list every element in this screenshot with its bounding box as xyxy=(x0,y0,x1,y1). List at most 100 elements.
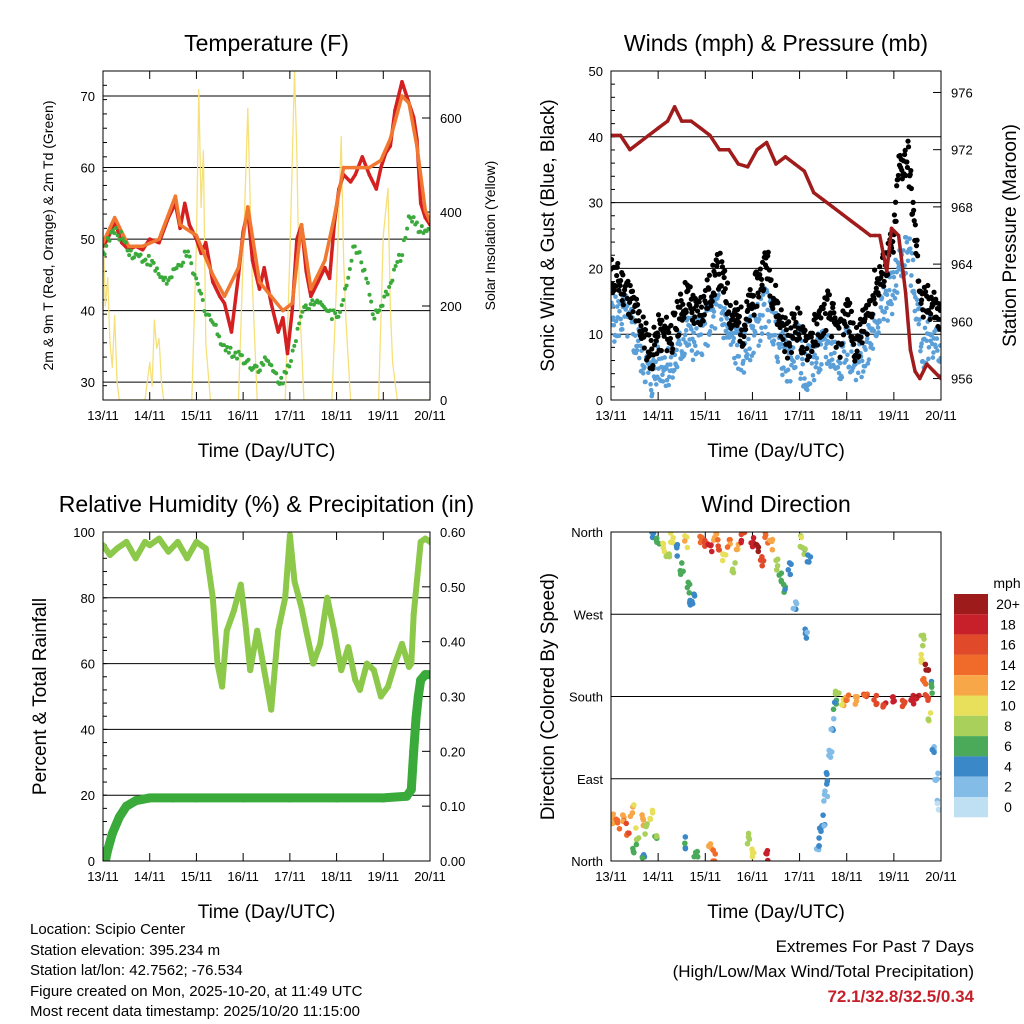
direction-point xyxy=(821,798,827,804)
x-tick-label: 14/11 xyxy=(642,869,674,884)
y2-tick-label: 964 xyxy=(951,257,973,272)
data-point xyxy=(127,253,132,258)
data-point xyxy=(756,343,761,348)
data-point xyxy=(676,332,682,338)
data-point xyxy=(672,105,677,109)
data-point xyxy=(846,364,852,370)
data-point xyxy=(691,339,697,345)
legend-label: 20+ xyxy=(996,596,1020,612)
x-tick-label: 20/11 xyxy=(925,408,957,423)
data-point xyxy=(236,265,241,270)
data-point xyxy=(670,346,676,352)
series-rh-line xyxy=(103,532,430,713)
data-point xyxy=(667,335,674,342)
direction-point xyxy=(633,841,640,848)
data-point xyxy=(914,237,920,243)
data-point xyxy=(202,150,205,152)
data-point xyxy=(213,322,218,327)
data-point xyxy=(916,278,922,284)
data-point xyxy=(927,316,933,323)
data-point xyxy=(698,304,705,310)
data-point xyxy=(661,333,667,339)
direction-point xyxy=(639,855,646,861)
direction-point xyxy=(682,533,688,539)
data-point xyxy=(858,334,864,340)
data-point xyxy=(670,375,675,380)
data-point xyxy=(112,231,117,236)
data-point xyxy=(251,286,254,288)
data-point xyxy=(395,259,400,264)
data-point xyxy=(872,267,878,273)
x-tick-label: 14/11 xyxy=(642,408,674,423)
x-tick-label: 17/11 xyxy=(274,869,306,884)
data-point xyxy=(341,297,346,302)
data-point xyxy=(819,362,824,367)
direction-point xyxy=(682,845,689,852)
data-point xyxy=(140,244,145,248)
data-point xyxy=(791,311,797,317)
data-point xyxy=(758,276,765,282)
data-point xyxy=(159,275,164,280)
data-point xyxy=(809,361,815,366)
data-point xyxy=(257,368,262,373)
data-point xyxy=(828,316,834,322)
data-point xyxy=(169,275,174,280)
data-point xyxy=(751,350,756,356)
data-point xyxy=(418,229,423,234)
data-point xyxy=(918,348,923,354)
direction-point xyxy=(787,571,794,578)
data-point xyxy=(649,346,655,352)
direction-point xyxy=(790,605,797,612)
data-point xyxy=(701,293,707,299)
data-point xyxy=(611,322,617,328)
data-point xyxy=(379,158,383,163)
data-point xyxy=(651,342,658,348)
data-point xyxy=(230,607,237,614)
direction-point xyxy=(918,656,924,663)
data-point xyxy=(708,133,712,138)
data-point xyxy=(905,258,911,264)
direction-point xyxy=(830,715,837,722)
data-point xyxy=(814,355,820,361)
data-point xyxy=(290,301,294,306)
data-point xyxy=(659,317,665,323)
direction-point xyxy=(679,560,685,566)
data-point xyxy=(889,301,894,307)
direction-point xyxy=(746,836,753,843)
data-point xyxy=(648,387,654,393)
data-point xyxy=(151,385,153,387)
extremes-subtitle: (High/Low/Max Wind/Total Precipitation) xyxy=(672,962,974,981)
data-point xyxy=(205,342,207,345)
y-tick-label: North xyxy=(571,854,603,869)
x-tick-label: 16/11 xyxy=(227,869,259,884)
data-point xyxy=(293,339,298,344)
series-pressure-line xyxy=(611,105,941,381)
direction-point xyxy=(830,706,837,713)
data-point xyxy=(400,253,405,258)
data-point xyxy=(768,277,774,283)
data-point xyxy=(630,308,636,315)
direction-point xyxy=(627,813,634,820)
data-point xyxy=(347,267,352,272)
data-point xyxy=(785,367,791,373)
direction-point xyxy=(923,693,930,699)
data-point xyxy=(694,326,699,331)
series-pressure xyxy=(611,105,941,381)
data-point xyxy=(403,235,408,240)
direction-point xyxy=(649,532,655,535)
data-point xyxy=(154,266,159,271)
data-point xyxy=(187,223,192,227)
y-tick-label: 60 xyxy=(81,161,95,176)
y2-tick-label: 0.00 xyxy=(440,854,465,869)
data-point xyxy=(747,357,753,363)
data-point xyxy=(611,256,615,263)
data-point xyxy=(640,314,646,320)
data-point xyxy=(310,298,315,303)
data-point xyxy=(342,286,347,291)
data-point xyxy=(291,578,298,585)
direction-point xyxy=(741,532,748,536)
legend-swatch xyxy=(954,797,988,818)
data-point xyxy=(612,339,617,344)
data-point xyxy=(757,272,763,278)
data-point xyxy=(145,262,150,267)
